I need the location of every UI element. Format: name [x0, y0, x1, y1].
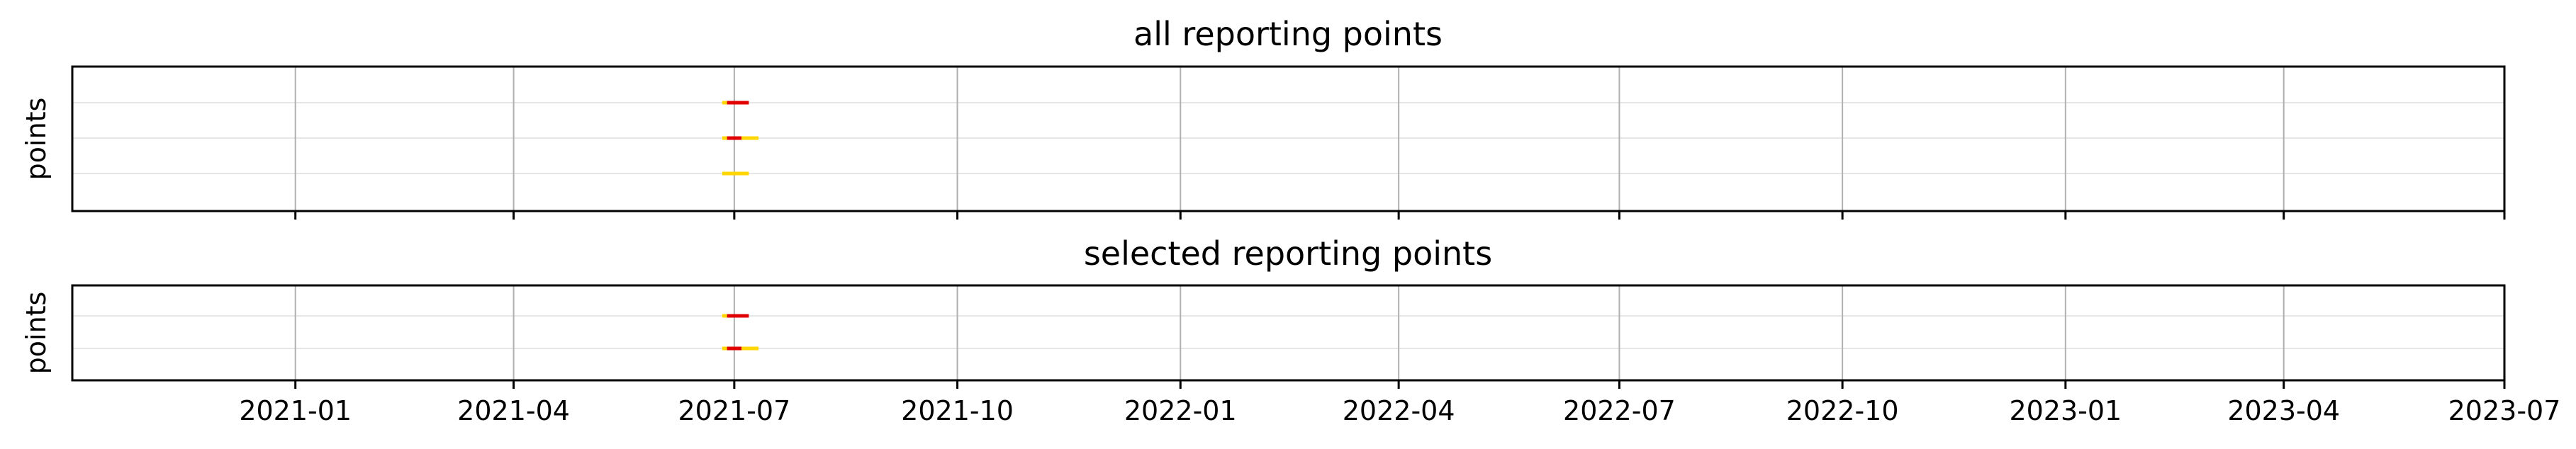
- x-tick-label: 2021-07: [678, 395, 790, 426]
- plot-frame: [71, 65, 2506, 212]
- x-tick-label: 2022-01: [1124, 395, 1237, 426]
- x-tick-label: 2021-01: [239, 395, 352, 426]
- plot-frame: [71, 284, 2506, 382]
- chart-title: selected reporting points: [1084, 234, 1492, 273]
- chart-title: all reporting points: [1133, 15, 1443, 53]
- x-tick-label: 2021-10: [901, 395, 1014, 426]
- panel-all-reporting-points: all reporting points points: [21, 15, 2506, 220]
- x-tick-label: 2023-04: [2227, 395, 2340, 426]
- x-tick-label: 2021-04: [457, 395, 570, 426]
- x-tick-label: 2022-10: [1786, 395, 1899, 426]
- x-tick-label: 2022-07: [1563, 395, 1676, 426]
- panel-selected-reporting-points: selected reporting points points 2021-01…: [21, 234, 2560, 426]
- x-tick-label: 2023-01: [2009, 395, 2122, 426]
- y-axis-label: points: [21, 292, 52, 375]
- y-axis-label: points: [21, 98, 52, 181]
- x-tick-label: 2022-04: [1343, 395, 1455, 426]
- x-tick-label: 2023-07: [2448, 395, 2561, 426]
